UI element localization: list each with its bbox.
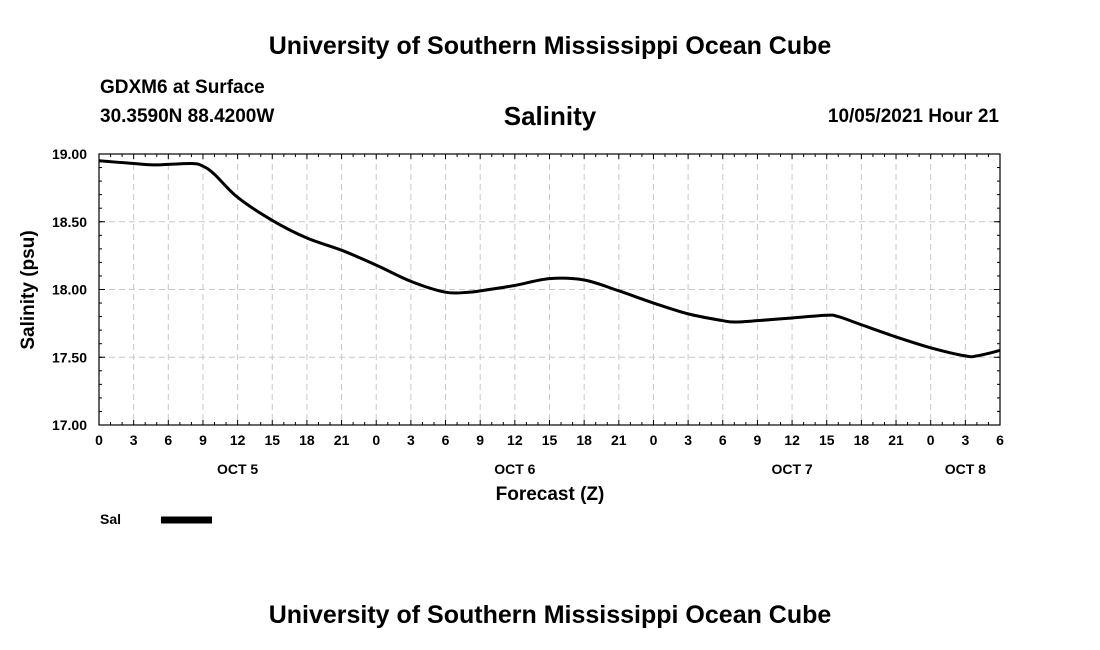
- x-tick-label: 0: [95, 432, 103, 448]
- x-tick-label: 6: [719, 432, 727, 448]
- station-label: GDXM6 at Surface: [100, 77, 265, 98]
- x-tick-label: 6: [442, 432, 450, 448]
- day-label: OCT 7: [771, 461, 812, 477]
- x-tick-label: 3: [130, 432, 138, 448]
- x-tick-label: 18: [576, 432, 592, 448]
- series-line-sal: [98, 159, 1001, 359]
- x-tick-label: 9: [754, 432, 762, 448]
- station-coordinates: 30.3590N 88.4200W: [100, 106, 275, 127]
- x-tick-label: 9: [476, 432, 484, 448]
- axis-labels: 0 3 6 9 12 15 18 21 0 3 6 9 12 15 18 21 0 3 6 9 12 15 18 21 0 3 6 1…: [52, 146, 1004, 477]
- x-tick-label: 6: [996, 432, 1004, 448]
- x-tick-label: 3: [961, 432, 969, 448]
- x-tick-label: 21: [334, 432, 350, 448]
- x-tick-label: 18: [299, 432, 315, 448]
- x-tick-label: 18: [854, 432, 870, 448]
- x-tick-label: 15: [264, 432, 280, 448]
- y-tick-label: 18.00: [52, 282, 87, 298]
- x-tick-label: 21: [888, 432, 904, 448]
- x-tick-label: 3: [407, 432, 415, 448]
- x-tick-label: 15: [542, 432, 558, 448]
- x-tick-label: 3: [684, 432, 692, 448]
- y-axis-title: Salinity (psu): [18, 230, 39, 349]
- axes: [98, 153, 1001, 426]
- y-tick-label: 18.50: [52, 214, 87, 230]
- x-tick-label: 12: [784, 432, 800, 448]
- x-tick-label: 6: [164, 432, 172, 448]
- forecast-datetime: 10/05/2021 Hour 21: [827, 106, 999, 127]
- x-tick-label: 0: [372, 432, 380, 448]
- chart-title: Salinity: [503, 101, 597, 131]
- y-tick-label: 19.00: [52, 146, 87, 162]
- x-tick-label: 15: [819, 432, 835, 448]
- x-tick-label: 21: [611, 432, 627, 448]
- series-layer: [98, 159, 1001, 359]
- x-axis-title: Forecast (Z): [496, 484, 605, 505]
- x-tick-label: 12: [230, 432, 246, 448]
- chart-footer-title: University of Southern Mississippi Ocean…: [268, 601, 832, 629]
- day-label: OCT 8: [945, 461, 986, 477]
- x-tick-label: 12: [507, 432, 523, 448]
- x-tick-label: 9: [199, 432, 207, 448]
- x-tick-label: 0: [650, 432, 658, 448]
- y-tick-label: 17.50: [52, 349, 87, 365]
- legend-label-sal: Sal: [100, 511, 121, 527]
- y-tick-label: 17.00: [52, 417, 87, 433]
- chart-header-title: University of Southern Mississippi Ocean…: [268, 32, 832, 60]
- day-label: OCT 5: [217, 461, 258, 477]
- x-tick-label: 0: [927, 432, 935, 448]
- day-label: OCT 6: [494, 461, 535, 477]
